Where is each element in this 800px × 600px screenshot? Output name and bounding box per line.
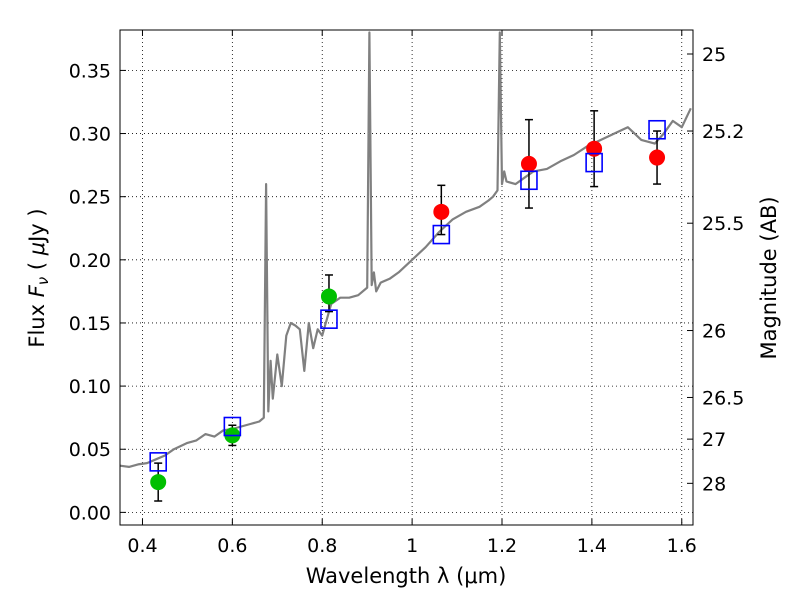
y-tick-label: 0.30 bbox=[69, 124, 111, 146]
observed-point bbox=[649, 149, 666, 166]
y-tick-label: 0.20 bbox=[69, 250, 111, 272]
observed-point bbox=[433, 203, 450, 220]
x-tick-label: 1.2 bbox=[487, 535, 517, 557]
spectrum-layer bbox=[120, 31, 692, 468]
y-tick-label: 0.05 bbox=[69, 439, 111, 461]
observed-point bbox=[150, 474, 167, 491]
right-tick-label: 25.2 bbox=[702, 121, 744, 143]
y-tick-label: 0.10 bbox=[69, 376, 111, 398]
y-tick-label: 0.00 bbox=[69, 502, 111, 524]
y-axis-label-unit: Jy ) bbox=[25, 208, 49, 244]
x-tick-label: 1.4 bbox=[577, 535, 607, 557]
y-axis-label-symbol: F bbox=[25, 284, 49, 297]
x-tick-label: 0.6 bbox=[217, 535, 247, 557]
y-axis-label: Flux Fν ( μJy ) bbox=[25, 208, 52, 347]
model-square-point bbox=[149, 452, 167, 472]
plot-frame bbox=[119, 29, 694, 526]
observed-point bbox=[520, 155, 537, 172]
data-points bbox=[150, 140, 666, 491]
x-tick-label: 0.8 bbox=[307, 535, 337, 557]
observed-point bbox=[320, 288, 337, 305]
right-tick-label: 28 bbox=[702, 473, 726, 495]
axis-ticks: 0.4 0.6 0.8 1 1.2 1.4 1.6 0.00 0.05 0.10 0.15 0.20 0… bbox=[69, 30, 744, 557]
model-square-point bbox=[648, 119, 666, 140]
y-tick-label: 0.35 bbox=[69, 60, 111, 82]
y-tick-label: 0.15 bbox=[69, 313, 111, 335]
grid-lines bbox=[120, 30, 693, 525]
model-square-point bbox=[223, 416, 242, 437]
y-axis-label-mu: μ bbox=[25, 242, 49, 256]
right-tick-label: 25.5 bbox=[702, 213, 744, 235]
observed-point bbox=[586, 140, 603, 157]
model-square-point bbox=[520, 170, 538, 191]
model-square-point bbox=[432, 224, 451, 245]
x-axis-label: Wavelength λ (μm) bbox=[306, 564, 507, 588]
y-axis-label-text: Flux bbox=[25, 297, 49, 347]
model-square-point bbox=[320, 309, 338, 329]
right-axis-label: Magnitude (AB) bbox=[757, 196, 781, 359]
y-tick-label: 0.25 bbox=[69, 187, 111, 209]
model-square-point bbox=[585, 152, 603, 173]
x-tick-label: 1.6 bbox=[667, 535, 697, 557]
x-tick-label: 0.4 bbox=[127, 535, 157, 557]
right-tick-label: 26 bbox=[702, 321, 726, 343]
y-axis-label-subscript: ν bbox=[34, 277, 52, 285]
x-tick-label: 1 bbox=[406, 535, 418, 557]
model-squares bbox=[149, 119, 666, 472]
y-axis-label-paren: ( bbox=[25, 255, 49, 277]
right-tick-label: 26.5 bbox=[702, 387, 744, 409]
right-tick-label: 27 bbox=[702, 429, 726, 451]
right-tick-label: 25 bbox=[702, 44, 726, 66]
spectrum-line bbox=[120, 31, 692, 468]
